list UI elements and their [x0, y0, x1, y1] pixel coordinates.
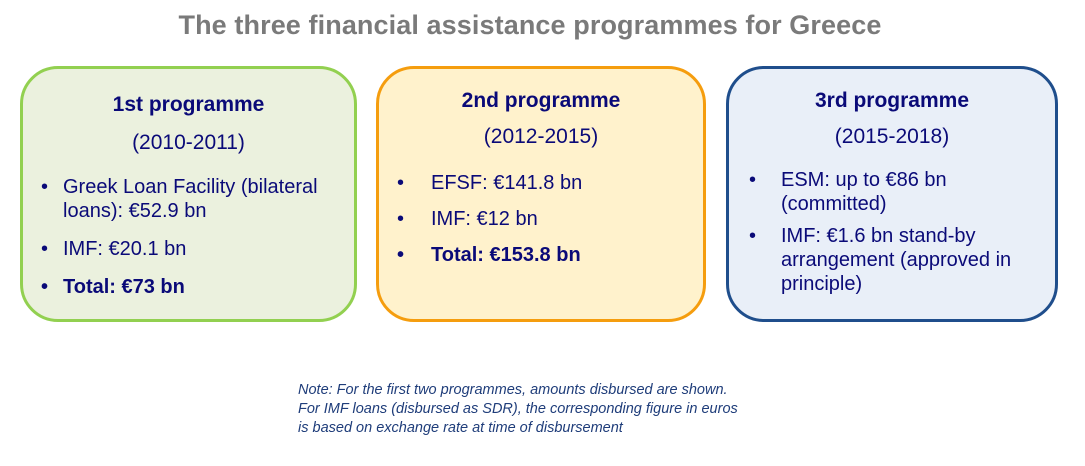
programme-box-2: 2nd programme (2012-2015) EFSF: €141.8 b…	[376, 66, 706, 322]
programme-items: ESM: up to €86 bn (committed) IMF: €1.6 …	[749, 168, 1039, 304]
diagram-title: The three financial assistance programme…	[178, 10, 882, 40]
programme-name: 3rd programme	[814, 89, 970, 112]
programme-years: (2010-2011)	[132, 131, 245, 154]
footnote-line: Note: For the first two programmes, amou…	[298, 382, 728, 398]
programme-item: IMF: €12 bn	[397, 207, 687, 231]
programme-name: 1st programme	[112, 93, 265, 116]
footnote-line: is based on exchange rate at time of dis…	[298, 420, 623, 436]
programme-box-1: 1st programme (2010-2011) Greek Loan Fac…	[20, 66, 357, 322]
programme-items: Greek Loan Facility (bilateral loans): €…	[41, 175, 341, 313]
programme-total: Total: €153.8 bn	[397, 243, 687, 267]
programme-item: Greek Loan Facility (bilateral loans): €…	[41, 175, 341, 223]
programme-name: 2nd programme	[461, 89, 621, 112]
programme-items: EFSF: €141.8 bn IMF: €12 bn Total: €153.…	[397, 171, 687, 279]
programme-item: ESM: up to €86 bn (committed)	[749, 168, 1039, 216]
programme-item: EFSF: €141.8 bn	[397, 171, 687, 195]
programme-years: (2012-2015)	[483, 125, 599, 148]
programme-item: IMF: €20.1 bn	[41, 237, 341, 261]
programme-item: IMF: €1.6 bn stand-by arrangement (appro…	[749, 224, 1039, 296]
programme-box-3: 3rd programme (2015-2018) ESM: up to €86…	[726, 66, 1058, 322]
programme-years: (2015-2018)	[834, 125, 950, 148]
programme-total: Total: €73 bn	[41, 275, 341, 299]
footnote-line: For IMF loans (disbursed as SDR), the co…	[298, 401, 738, 417]
footnote: Note: For the first two programmes, amou…	[298, 381, 858, 438]
